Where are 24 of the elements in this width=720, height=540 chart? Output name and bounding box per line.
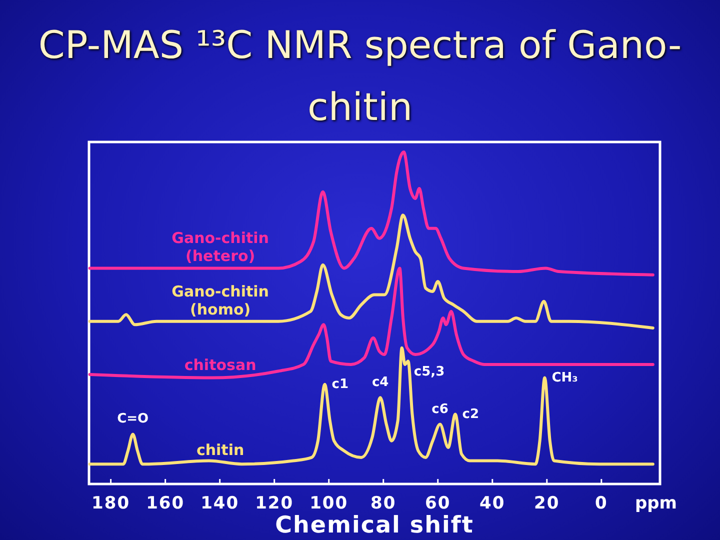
series-label: chitosan: [184, 356, 256, 374]
x-tick-label: 80: [370, 494, 396, 514]
annotation: c6: [432, 402, 448, 417]
series-label: Gano-chitin (hetero): [172, 229, 270, 266]
annotation: C=O: [117, 412, 149, 427]
x-tick-label: 160: [146, 494, 185, 514]
series-label: chitin: [196, 440, 244, 459]
annotation: c2: [462, 406, 480, 422]
x-tick-label: 60: [425, 494, 451, 514]
annotation: c5,3: [414, 364, 445, 380]
x-tick-label: 180: [92, 494, 130, 514]
x-axis-title: Chemical shift: [275, 512, 474, 538]
x-tick-label: 140: [200, 494, 240, 514]
x-tick-label: 100: [310, 494, 348, 514]
annotation: CH₃: [552, 370, 578, 386]
series-label: Gano-chitin (homo): [172, 282, 270, 318]
annotation: c1: [332, 376, 349, 392]
x-tick-label: 40: [480, 494, 506, 514]
chart-title: CP-MAS ¹³C NMR spectra of Gano-chitin: [37, 22, 683, 131]
annotation: c4: [372, 375, 389, 390]
x-tick-label: 20: [534, 494, 560, 514]
text: ppm: [634, 494, 678, 514]
x-tick-label: 0: [594, 494, 608, 514]
x-tick-label: 120: [255, 494, 294, 514]
